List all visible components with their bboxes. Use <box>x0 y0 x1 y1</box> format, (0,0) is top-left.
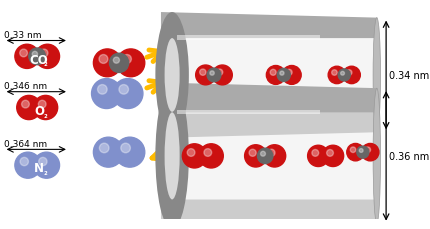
Circle shape <box>34 96 58 120</box>
Circle shape <box>332 70 337 76</box>
Circle shape <box>365 147 371 153</box>
Circle shape <box>261 152 265 156</box>
FancyBboxPatch shape <box>172 39 377 112</box>
Circle shape <box>110 54 129 73</box>
Circle shape <box>283 66 301 85</box>
Circle shape <box>15 45 39 69</box>
Circle shape <box>17 96 41 120</box>
Circle shape <box>216 70 223 76</box>
Circle shape <box>258 149 273 164</box>
Circle shape <box>347 144 364 161</box>
Circle shape <box>341 72 344 76</box>
Circle shape <box>322 146 344 167</box>
Circle shape <box>40 50 48 57</box>
Circle shape <box>212 66 232 85</box>
Text: ₂: ₂ <box>44 110 47 119</box>
Circle shape <box>312 150 319 157</box>
Circle shape <box>98 85 107 95</box>
Text: 0.33 nm: 0.33 nm <box>4 30 41 39</box>
Circle shape <box>264 145 286 167</box>
Circle shape <box>357 147 369 158</box>
Circle shape <box>99 55 108 64</box>
Circle shape <box>93 138 123 167</box>
Text: 0.364 nm: 0.364 nm <box>4 139 47 148</box>
Circle shape <box>92 79 122 109</box>
Circle shape <box>196 66 215 85</box>
Circle shape <box>15 153 41 178</box>
Text: N: N <box>34 162 44 175</box>
Circle shape <box>327 150 333 157</box>
Circle shape <box>362 144 379 161</box>
Circle shape <box>249 150 256 157</box>
Ellipse shape <box>165 113 180 199</box>
Circle shape <box>270 70 276 76</box>
Circle shape <box>210 71 214 76</box>
Circle shape <box>347 70 352 76</box>
Text: 0.34 nm: 0.34 nm <box>389 71 429 81</box>
FancyBboxPatch shape <box>177 110 320 115</box>
Circle shape <box>266 66 285 85</box>
Text: O: O <box>34 104 44 117</box>
Text: ₂: ₂ <box>44 59 47 68</box>
Circle shape <box>338 70 350 82</box>
Circle shape <box>359 149 363 153</box>
Circle shape <box>207 69 221 82</box>
Circle shape <box>182 144 206 168</box>
Circle shape <box>277 69 290 82</box>
Text: 0.346 nm: 0.346 nm <box>4 82 47 90</box>
Circle shape <box>117 50 145 77</box>
Circle shape <box>245 145 267 167</box>
Ellipse shape <box>373 89 381 224</box>
FancyBboxPatch shape <box>177 36 320 41</box>
Circle shape <box>307 146 329 167</box>
FancyBboxPatch shape <box>172 113 377 199</box>
Circle shape <box>121 144 130 153</box>
Circle shape <box>20 158 28 166</box>
Circle shape <box>350 147 356 153</box>
Circle shape <box>38 101 46 109</box>
Circle shape <box>199 144 223 168</box>
Circle shape <box>343 67 360 84</box>
Circle shape <box>328 67 346 84</box>
Circle shape <box>39 158 47 166</box>
Circle shape <box>115 138 145 167</box>
Circle shape <box>22 101 29 109</box>
Circle shape <box>119 85 129 95</box>
Polygon shape <box>161 199 377 229</box>
Ellipse shape <box>155 83 189 229</box>
Circle shape <box>114 58 120 64</box>
Circle shape <box>268 150 275 157</box>
Circle shape <box>93 50 121 77</box>
Circle shape <box>113 79 143 109</box>
Circle shape <box>34 153 59 178</box>
Ellipse shape <box>155 13 189 138</box>
Circle shape <box>123 55 132 64</box>
Circle shape <box>20 50 28 57</box>
Polygon shape <box>161 13 377 39</box>
Text: CO: CO <box>30 53 49 66</box>
Text: 0.36 nm: 0.36 nm <box>389 151 429 161</box>
Polygon shape <box>161 112 377 138</box>
Circle shape <box>32 52 37 57</box>
Ellipse shape <box>373 19 381 133</box>
Circle shape <box>286 70 292 76</box>
Circle shape <box>35 45 59 69</box>
Circle shape <box>200 70 206 76</box>
Circle shape <box>99 144 109 153</box>
Circle shape <box>280 72 284 76</box>
Circle shape <box>29 49 46 65</box>
Polygon shape <box>161 83 377 113</box>
Ellipse shape <box>165 39 180 112</box>
Text: ₂: ₂ <box>44 167 47 176</box>
Circle shape <box>187 149 195 157</box>
Circle shape <box>204 149 212 157</box>
